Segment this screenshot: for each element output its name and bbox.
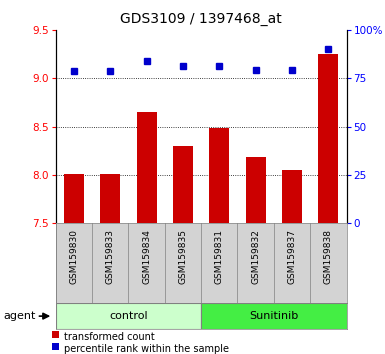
Bar: [137, 112, 157, 223]
Text: GSM159834: GSM159834: [142, 229, 151, 284]
Bar: [173, 146, 193, 223]
Bar: [56, 303, 201, 329]
Title: GDS3109 / 1397468_at: GDS3109 / 1397468_at: [120, 12, 282, 26]
Bar: [64, 174, 84, 223]
Text: GSM159838: GSM159838: [324, 229, 333, 284]
Bar: [201, 303, 346, 329]
Text: GSM159835: GSM159835: [179, 229, 187, 284]
Bar: [318, 54, 338, 223]
Bar: [100, 174, 121, 223]
Text: GSM159837: GSM159837: [288, 229, 296, 284]
Text: Sunitinib: Sunitinib: [249, 311, 298, 321]
Text: GSM159831: GSM159831: [215, 229, 224, 284]
Bar: [246, 158, 266, 223]
Text: transformed count: transformed count: [64, 332, 154, 342]
Bar: [52, 331, 59, 338]
Text: percentile rank within the sample: percentile rank within the sample: [64, 344, 229, 354]
Text: GSM159830: GSM159830: [69, 229, 79, 284]
Text: GSM159833: GSM159833: [106, 229, 115, 284]
Bar: [209, 129, 229, 223]
Bar: [282, 170, 302, 223]
Bar: [52, 343, 59, 350]
Text: GSM159832: GSM159832: [251, 229, 260, 284]
Text: control: control: [109, 311, 148, 321]
Text: agent: agent: [4, 311, 36, 321]
